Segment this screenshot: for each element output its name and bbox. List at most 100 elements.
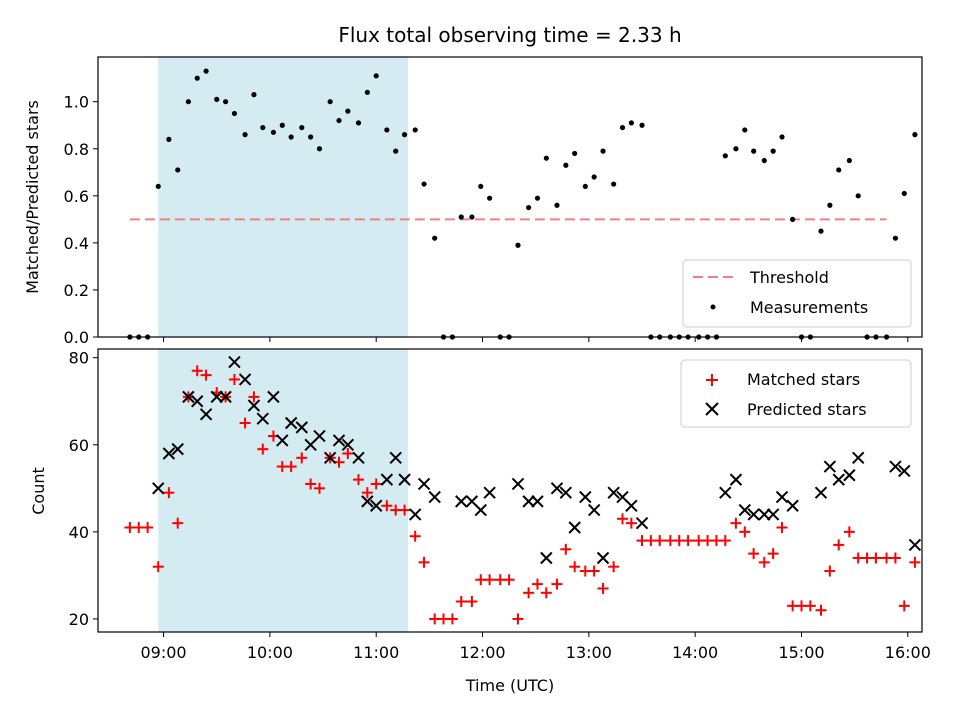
predicted-star-marker xyxy=(191,395,204,408)
predicted-star-marker xyxy=(428,490,441,504)
matched-star-marker xyxy=(776,522,788,534)
top-y-tick-label: 0.4 xyxy=(64,234,89,253)
bottom-y-tick-label: 80 xyxy=(69,349,89,368)
predicted-legend-label: Predicted stars xyxy=(747,400,867,419)
x-tick-label: 12:00 xyxy=(459,643,505,662)
bottom-plot-frame xyxy=(97,348,923,633)
predicted-star-marker xyxy=(898,464,911,478)
measurement-point xyxy=(515,242,521,248)
x-tick-label: 09:00 xyxy=(141,643,187,662)
measurement-point xyxy=(194,75,200,81)
x-axis-label: Time (UTC) xyxy=(465,676,554,695)
predicted-star-marker xyxy=(843,469,856,482)
predicted-star-marker xyxy=(408,508,422,521)
measurement-point xyxy=(155,183,161,190)
measurement-point xyxy=(526,204,532,211)
measurement-point xyxy=(779,134,785,140)
measurement-point xyxy=(384,127,390,133)
predicted-star-marker xyxy=(417,477,431,491)
matched-star-marker xyxy=(833,539,845,551)
measurement-point xyxy=(912,132,918,138)
measurement-point xyxy=(722,153,728,159)
measurement-point xyxy=(572,150,578,157)
predicted-star-marker xyxy=(247,399,261,412)
measurement-point xyxy=(639,122,645,128)
matched-star-marker xyxy=(466,596,478,608)
bottom-y-tick-label: 40 xyxy=(69,523,89,542)
bottom-y-axis-label: Count xyxy=(29,467,48,515)
matched-star-marker xyxy=(455,596,467,608)
measurement-point xyxy=(401,132,408,138)
observing-window-highlight-top xyxy=(158,57,409,337)
matched-star-marker xyxy=(239,417,251,429)
measurement-point xyxy=(432,235,438,241)
matched-star-marker xyxy=(843,526,855,538)
predicted-star-marker xyxy=(625,499,638,512)
predicted-star-marker xyxy=(162,447,176,460)
matched-star-marker xyxy=(228,373,240,385)
measurement-point xyxy=(251,92,257,98)
chart-title: Flux total observing time = 2.33 h xyxy=(338,23,681,47)
measurement-point xyxy=(393,148,399,154)
measurement-point xyxy=(790,216,796,222)
predicted-star-marker xyxy=(511,477,525,491)
top-panel: 0.0 0.2 0.4 0.6 0.8 1.0 Matched/Predicted sta… xyxy=(23,56,923,347)
measurement-point xyxy=(563,162,569,168)
predicted-star-marker xyxy=(389,451,402,465)
matched-star-marker xyxy=(484,574,496,586)
measurements-series xyxy=(127,68,918,340)
predicted-star-marker xyxy=(540,551,553,565)
matched-legend-label: Matched stars xyxy=(747,370,860,389)
matched-star-marker xyxy=(540,587,552,599)
measurement-point xyxy=(270,129,277,135)
predicted-star-marker xyxy=(361,495,374,508)
predicted-star-marker xyxy=(398,473,411,486)
predicted-star-marker xyxy=(568,521,581,534)
predicted-star-marker xyxy=(267,390,280,404)
matched-star-marker xyxy=(248,391,260,403)
matched-star-marker xyxy=(361,487,373,499)
measurement-point xyxy=(316,146,323,152)
predicted-star-marker xyxy=(596,551,610,565)
predicted-star-marker xyxy=(559,486,573,499)
measurement-point xyxy=(288,134,294,140)
measurement-point xyxy=(308,134,314,140)
measurement-point xyxy=(600,148,606,154)
measurement-point xyxy=(892,235,899,241)
predicted-star-marker xyxy=(747,508,760,521)
matched-star-marker xyxy=(804,600,816,612)
bottom-y-axis: 20 40 60 80 xyxy=(69,349,98,629)
measurement-point xyxy=(836,167,842,173)
predicted-star-marker xyxy=(352,451,365,465)
matched-star-marker xyxy=(191,365,203,377)
predicted-star-marker xyxy=(758,508,771,521)
matched-star-marker xyxy=(569,561,581,573)
predicted-star-marker xyxy=(276,434,289,447)
matched-star-marker xyxy=(739,526,751,538)
measurement-point xyxy=(554,202,560,208)
top-y-tick-label: 0.0 xyxy=(64,328,89,347)
measurement-point xyxy=(373,73,379,79)
measurement-point xyxy=(355,120,362,126)
measurement-point xyxy=(619,124,626,131)
matched-star-marker xyxy=(588,565,600,577)
measurement-point xyxy=(628,120,634,126)
matched-star-marker xyxy=(285,461,297,473)
matched-star-marker xyxy=(909,556,921,568)
bottom-y-tick-label: 20 xyxy=(69,610,89,629)
measurement-point xyxy=(412,127,418,133)
predicted-star-marker xyxy=(483,486,496,499)
predicted-star-marker xyxy=(323,451,337,465)
matched-star-marker xyxy=(342,447,354,459)
measurement-point xyxy=(214,96,220,102)
predicted-star-marker xyxy=(182,390,195,404)
matched-star-marker xyxy=(730,517,742,529)
matched-star-marker xyxy=(512,613,524,625)
matched-star-marker xyxy=(531,578,543,590)
matched-star-marker xyxy=(815,604,827,616)
matched-star-marker xyxy=(446,613,458,625)
predicted-star-marker xyxy=(380,473,394,486)
matched-stars-series xyxy=(124,365,921,625)
measurement-point xyxy=(534,195,541,201)
predicted-star-marker xyxy=(228,355,241,369)
